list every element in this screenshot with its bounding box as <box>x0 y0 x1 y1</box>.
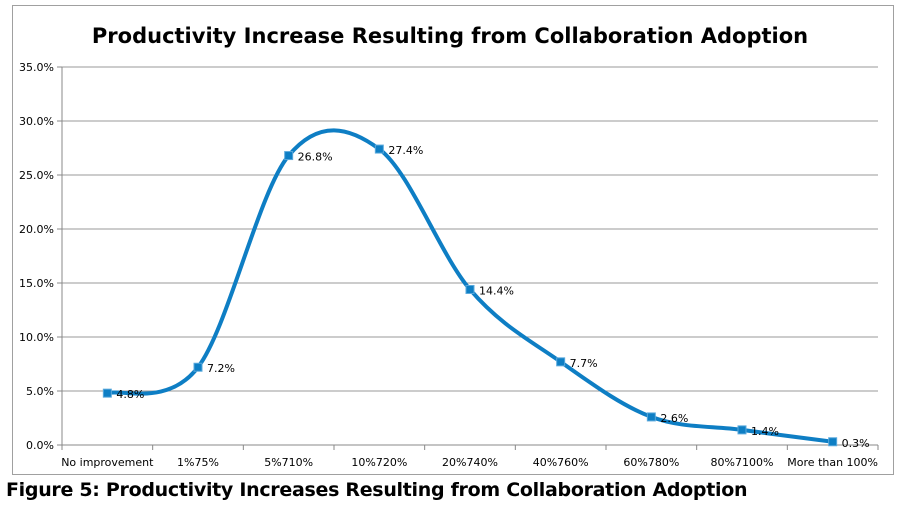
data-point <box>193 362 203 372</box>
chart-title: Productivity Increase Resulting from Col… <box>92 24 808 48</box>
data-label: 27.4% <box>388 144 423 157</box>
y-tick-label: 20.0% <box>19 223 54 236</box>
figure-caption: Figure 5: Productivity Increases Resulti… <box>6 479 748 501</box>
y-tick-label: 15.0% <box>19 277 54 290</box>
data-label: 7.2% <box>207 362 235 375</box>
data-label: 14.4% <box>479 284 514 297</box>
x-tick-label: 60%780% <box>623 456 679 469</box>
data-point <box>102 388 112 398</box>
data-label: 7.7% <box>570 357 598 370</box>
data-point <box>284 151 294 161</box>
data-point <box>374 144 384 154</box>
x-tick-label: 10%720% <box>351 456 407 469</box>
data-label: 26.8% <box>298 151 333 164</box>
data-label: 0.3% <box>842 437 870 450</box>
y-tick-label: 10.0% <box>19 331 54 344</box>
data-label: 2.6% <box>660 412 688 425</box>
data-point <box>828 437 838 447</box>
y-tick-label: 5.0% <box>26 385 54 398</box>
x-tick-label: More than 100% <box>787 456 878 469</box>
chart-frame <box>12 5 894 475</box>
data-point <box>465 284 475 294</box>
x-tick-label: No improvement <box>61 456 154 469</box>
data-point <box>556 357 566 367</box>
data-point <box>646 412 656 422</box>
x-tick-label: 20%740% <box>442 456 498 469</box>
line-chart: Productivity Increase Resulting from Col… <box>19 24 879 469</box>
y-tick-label: 0.0% <box>26 439 54 452</box>
x-tick-label: 80%7100% <box>711 456 774 469</box>
data-point <box>737 425 747 435</box>
y-tick-label: 25.0% <box>19 169 54 182</box>
data-label: 4.8% <box>116 388 144 401</box>
y-tick-label: 35.0% <box>19 61 54 74</box>
data-label: 1.4% <box>751 425 779 438</box>
x-tick-label: 40%760% <box>533 456 589 469</box>
series-line <box>105 128 835 444</box>
x-tick-label: 5%710% <box>264 456 313 469</box>
y-tick-label: 30.0% <box>19 115 54 128</box>
x-tick-label: 1%75% <box>177 456 219 469</box>
